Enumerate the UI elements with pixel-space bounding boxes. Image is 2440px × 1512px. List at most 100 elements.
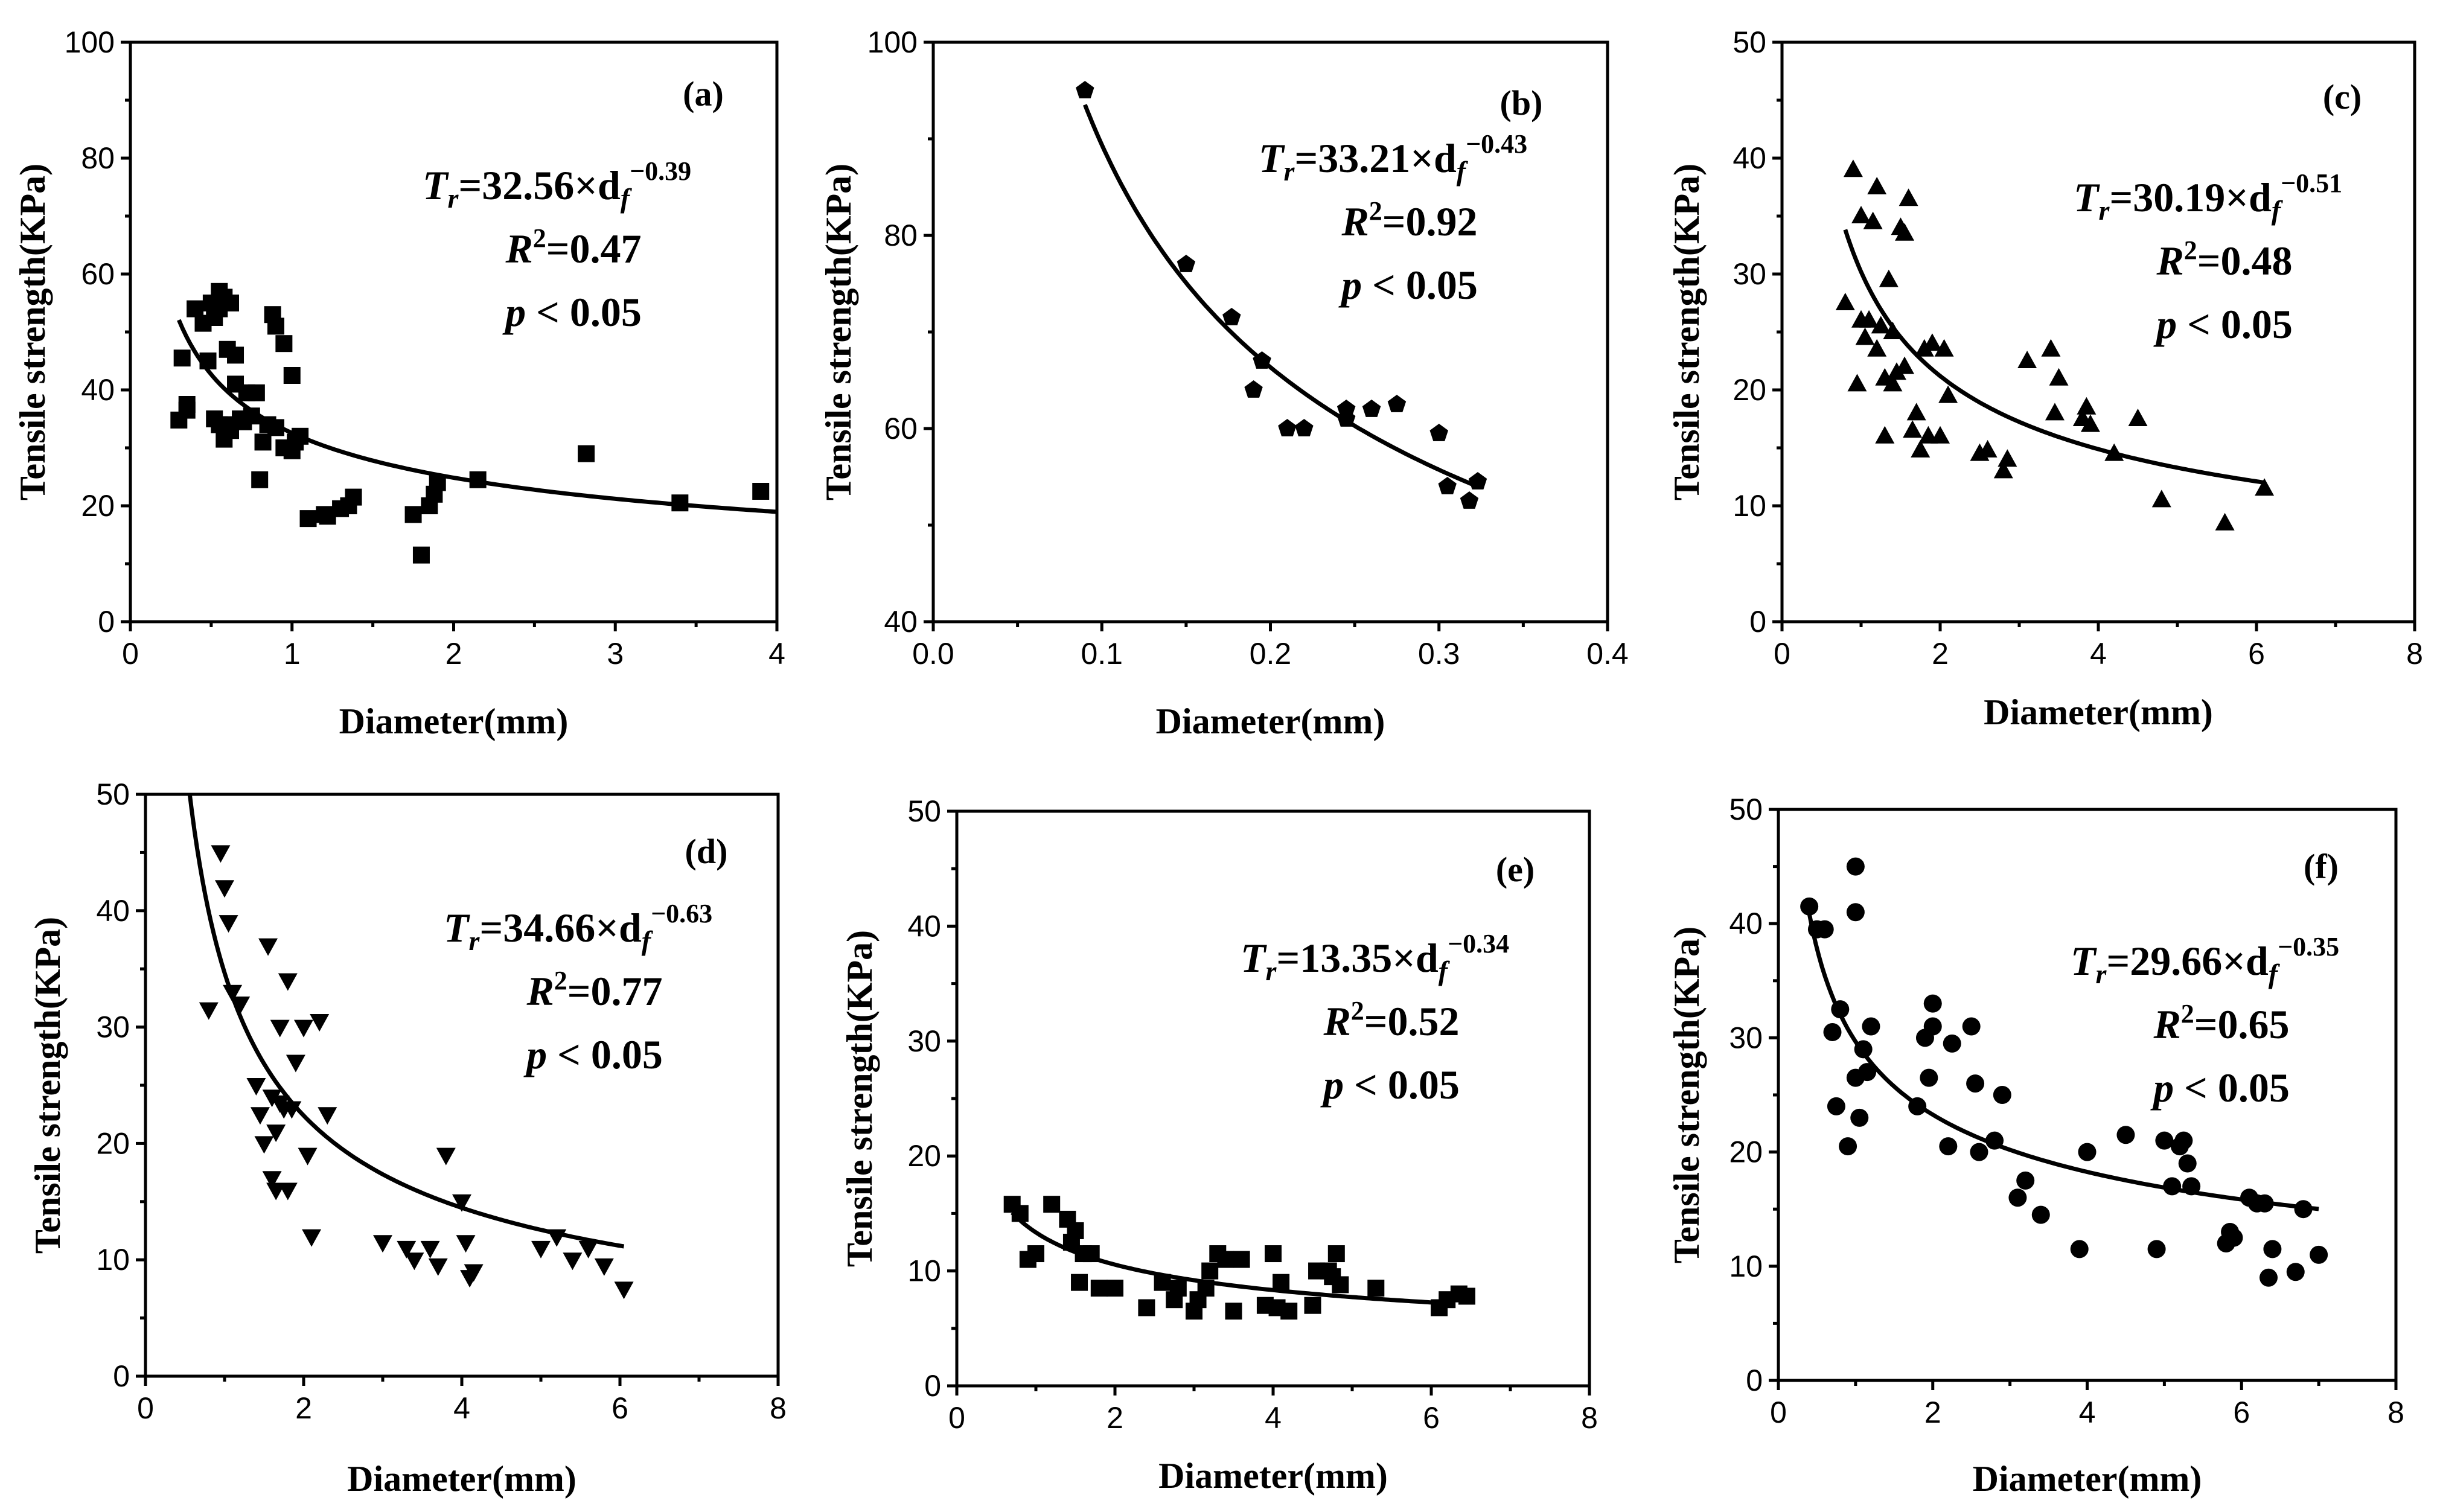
data-point — [1253, 351, 1271, 369]
r-squared-label: R — [505, 226, 532, 272]
equation-exponent: −0.51 — [2281, 168, 2342, 198]
equation-rhs: =34.66×d — [479, 905, 641, 951]
data-point — [1107, 1280, 1123, 1297]
y-tick-label: 40 — [96, 894, 130, 928]
data-point — [1938, 385, 1958, 403]
equation-rhs-sub: f — [2272, 195, 2284, 226]
data-point — [310, 1013, 330, 1032]
y-tick-label: 40 — [1733, 141, 1766, 175]
r-squared-sup: 2 — [2181, 999, 2194, 1029]
data-point — [302, 1229, 322, 1247]
y-tick-label: 60 — [884, 412, 918, 445]
r-squared-value: =0.77 — [567, 968, 663, 1014]
data-point — [294, 1019, 313, 1038]
data-point — [2263, 1240, 2282, 1258]
data-point — [199, 1002, 219, 1020]
data-point — [1985, 1131, 2004, 1150]
equation-rhs: =30.19×d — [2109, 174, 2271, 220]
data-point — [1468, 472, 1487, 490]
p-value-label: p — [2153, 301, 2177, 347]
data-point — [1899, 188, 1918, 206]
data-point — [1071, 1274, 1088, 1291]
data-point — [2260, 1268, 2278, 1287]
r-squared: R2=0.92 — [1341, 196, 1477, 244]
data-point — [299, 510, 317, 528]
equation-rhs: =32.56×d — [458, 162, 620, 208]
data-point — [258, 938, 278, 956]
r-squared-sup: 2 — [1369, 196, 1382, 226]
equation-exponent: −0.35 — [2278, 932, 2339, 962]
data-point — [563, 1252, 583, 1271]
plot-area — [187, 794, 634, 1300]
data-point — [298, 1147, 318, 1166]
data-point — [2017, 351, 2037, 368]
data-point — [1387, 395, 1407, 412]
data-point — [2286, 1263, 2305, 1281]
plot-frame — [144, 793, 780, 1378]
data-point — [251, 471, 269, 488]
y-axis-label: Tensile strength(KPa) — [1667, 164, 1707, 500]
data-point — [1923, 994, 1942, 1013]
equation-lhs-sub: r — [469, 925, 481, 956]
data-point — [1367, 1280, 1385, 1297]
data-point — [428, 1258, 448, 1276]
data-point — [278, 973, 298, 991]
data-point — [2116, 1126, 2135, 1144]
x-tick-label: 0.4 — [1586, 637, 1629, 671]
data-point — [2224, 1228, 2243, 1247]
data-point — [1883, 374, 1903, 392]
data-point — [412, 546, 430, 564]
equation-rhs: =13.35×d — [1276, 935, 1438, 981]
x-axis-label: Diameter(mm) — [1973, 1459, 2202, 1499]
equation-rhs: =33.21×d — [1294, 135, 1456, 181]
data-point — [1154, 1274, 1171, 1291]
plot-area — [1835, 159, 2275, 531]
fit-equation: Tr=32.56×df−0.39 — [423, 156, 691, 214]
data-point — [266, 1124, 286, 1143]
y-tick-label: 80 — [81, 141, 115, 175]
p-value: p < 0.05 — [2153, 301, 2293, 347]
data-point — [1197, 1280, 1215, 1297]
data-point — [345, 488, 362, 506]
data-point — [1076, 81, 1094, 98]
r-squared: R2=0.65 — [2153, 999, 2289, 1047]
x-tick-label: 8 — [770, 1391, 787, 1425]
data-point — [1225, 1303, 1242, 1320]
data-point — [2255, 478, 2275, 496]
panel-label: (f) — [2304, 847, 2339, 886]
data-point — [1846, 903, 1865, 922]
data-point — [2163, 1177, 2182, 1196]
x-tick-label: 6 — [612, 1391, 628, 1425]
chart-panel-f: 0 2 4 6 8 0 10 20 30 40 50 Diameter(mm) Tensile stre… — [1667, 793, 2404, 1499]
data-point — [1295, 419, 1314, 436]
data-point — [1138, 1299, 1155, 1316]
data-point — [215, 880, 234, 898]
data-point — [1850, 1108, 1869, 1127]
fit-equation: Tr=34.66×df−0.63 — [444, 899, 712, 956]
p-value: p < 0.05 — [502, 289, 642, 335]
plot-frame — [1777, 808, 2398, 1382]
x-tick-label: 8 — [2406, 637, 2423, 671]
r-squared-value: =0.92 — [1382, 199, 1478, 244]
data-point — [1998, 449, 2017, 467]
plot-area — [1800, 857, 2328, 1287]
data-point — [199, 352, 217, 369]
data-point — [1337, 409, 1356, 427]
data-point — [671, 494, 689, 512]
data-point — [1280, 1303, 1298, 1320]
panel-label: (a) — [683, 74, 724, 113]
equation-rhs-sub: f — [1457, 156, 1469, 187]
equation-lhs: T — [1259, 135, 1285, 181]
p-value: p < 0.05 — [1320, 1062, 1460, 1108]
r-squared-label: R — [526, 968, 554, 1014]
data-point — [1847, 374, 1867, 392]
x-axis-label: Diameter(mm) — [347, 1459, 576, 1499]
data-point — [1082, 1245, 1100, 1263]
x-tick-label: 6 — [2248, 637, 2265, 671]
equation-rhs-sub: f — [1439, 955, 1451, 986]
data-point — [2045, 403, 2065, 421]
data-point — [254, 433, 272, 451]
plot-area — [1003, 1196, 1475, 1320]
p-value-value: < 0.05 — [1344, 1062, 1460, 1108]
r-squared: R2=0.48 — [2156, 235, 2292, 284]
